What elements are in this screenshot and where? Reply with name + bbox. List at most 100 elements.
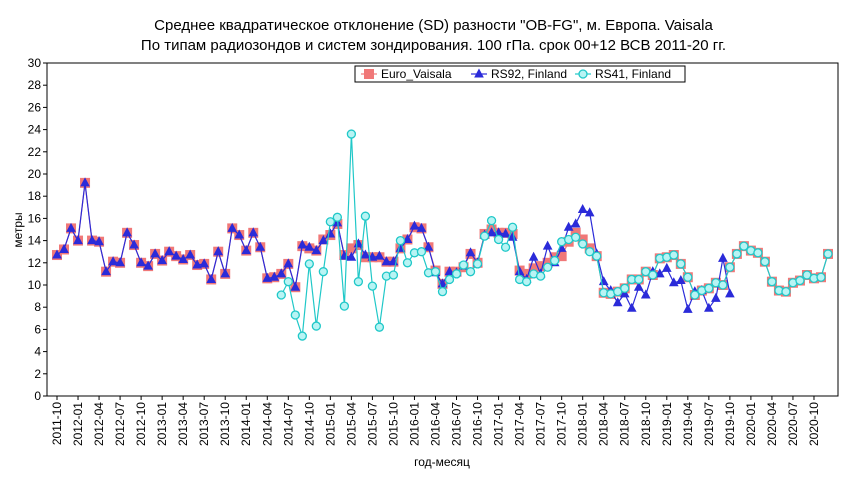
data-point xyxy=(493,234,504,245)
data-point xyxy=(682,303,693,313)
x-tick-label: 2014-10 xyxy=(302,402,316,446)
data-point xyxy=(283,277,293,287)
data-point xyxy=(718,252,728,262)
data-point xyxy=(753,248,763,258)
data-point xyxy=(444,266,455,276)
data-point xyxy=(409,220,420,230)
data-point xyxy=(711,292,721,302)
legend: Euro_Vaisala RS92, Finland RS41, Finland xyxy=(354,65,686,83)
data-point xyxy=(311,321,321,331)
data-point xyxy=(732,249,742,259)
data-point xyxy=(521,277,532,287)
data-point xyxy=(767,277,777,287)
data-point xyxy=(108,256,118,266)
data-point xyxy=(465,267,476,277)
data-point xyxy=(101,266,111,276)
data-point xyxy=(297,239,308,249)
data-point xyxy=(612,297,623,307)
data-point xyxy=(458,260,469,270)
legend-box xyxy=(354,65,686,83)
series-group xyxy=(52,129,833,341)
y-tick-label: 22 xyxy=(28,145,42,159)
data-point xyxy=(52,249,62,259)
data-point xyxy=(367,251,378,261)
data-point xyxy=(164,246,174,256)
y-tick-label: 26 xyxy=(28,100,42,114)
data-point xyxy=(353,277,364,287)
data-point xyxy=(339,301,350,311)
data-point xyxy=(304,241,315,251)
data-point xyxy=(66,222,76,232)
data-point xyxy=(143,260,153,270)
data-point xyxy=(276,290,286,300)
data-point xyxy=(115,257,125,267)
data-point xyxy=(374,322,385,332)
legend-marker xyxy=(364,69,374,79)
data-point xyxy=(402,233,413,243)
x-tick-label: 2020-01 xyxy=(744,402,758,446)
data-point xyxy=(59,243,69,253)
legend-entry: Euro_Vaisala xyxy=(381,67,452,81)
data-point xyxy=(192,259,203,269)
x-tick-label: 2013-10 xyxy=(218,402,232,446)
x-tick-label: 2020-04 xyxy=(765,402,779,446)
y-tick-label: 4 xyxy=(34,345,41,359)
data-point xyxy=(528,251,539,261)
y-tick-label: 16 xyxy=(28,211,42,225)
x-tick-label: 2018-10 xyxy=(639,402,653,446)
data-point xyxy=(290,310,300,320)
data-point xyxy=(500,242,511,252)
data-point xyxy=(437,287,448,297)
data-point xyxy=(648,270,658,280)
data-point xyxy=(781,287,791,297)
y-tick-label: 18 xyxy=(28,189,42,203)
data-point xyxy=(640,289,651,299)
data-point xyxy=(507,222,518,232)
data-point xyxy=(360,249,371,259)
x-tick-label: 2018-04 xyxy=(597,402,611,446)
data-point xyxy=(535,271,546,281)
y-tick-label: 14 xyxy=(28,234,42,248)
y-tick-label: 28 xyxy=(28,78,42,92)
x-tick-label: 2013-01 xyxy=(155,402,169,446)
x-tick-label: 2016-10 xyxy=(471,402,485,446)
x-tick-label: 2019-04 xyxy=(681,402,695,446)
data-point xyxy=(486,215,497,226)
data-point xyxy=(129,239,139,249)
x-tick-label: 2012-07 xyxy=(113,402,127,446)
data-point xyxy=(542,240,553,250)
data-point xyxy=(563,221,574,231)
x-tick-label: 2012-01 xyxy=(71,402,85,446)
data-point xyxy=(444,274,455,285)
data-point xyxy=(171,250,181,260)
data-point xyxy=(592,251,602,261)
data-point xyxy=(704,283,714,293)
chart-title: Среднее квадратическое отклонение (SD) р… xyxy=(154,17,713,34)
data-point xyxy=(795,275,805,286)
data-point xyxy=(381,256,392,266)
x-tick-label: 2016-07 xyxy=(450,402,464,446)
data-point xyxy=(654,268,665,278)
x-tick-label: 2018-01 xyxy=(576,402,590,446)
data-point xyxy=(549,255,560,266)
data-point xyxy=(514,266,525,276)
x-tick-label: 2017-07 xyxy=(534,402,548,446)
data-point xyxy=(304,259,314,269)
data-point xyxy=(570,218,581,228)
data-point xyxy=(290,281,301,291)
x-tick-label: 2017-04 xyxy=(513,402,527,446)
y-tick-label: 30 xyxy=(28,56,42,70)
data-point xyxy=(465,247,476,257)
x-tick-label: 2013-04 xyxy=(176,402,190,446)
x-tick-label: 2015-07 xyxy=(365,402,379,446)
data-point xyxy=(683,272,693,282)
data-point xyxy=(241,245,252,255)
x-tick-label: 2016-01 xyxy=(407,402,421,446)
data-point xyxy=(150,248,160,258)
data-point xyxy=(823,249,833,259)
data-point xyxy=(451,269,462,279)
data-point xyxy=(360,211,371,221)
y-axis-label: метры xyxy=(11,212,25,247)
x-tick-label: 2011-10 xyxy=(50,402,64,445)
data-point xyxy=(725,288,735,298)
